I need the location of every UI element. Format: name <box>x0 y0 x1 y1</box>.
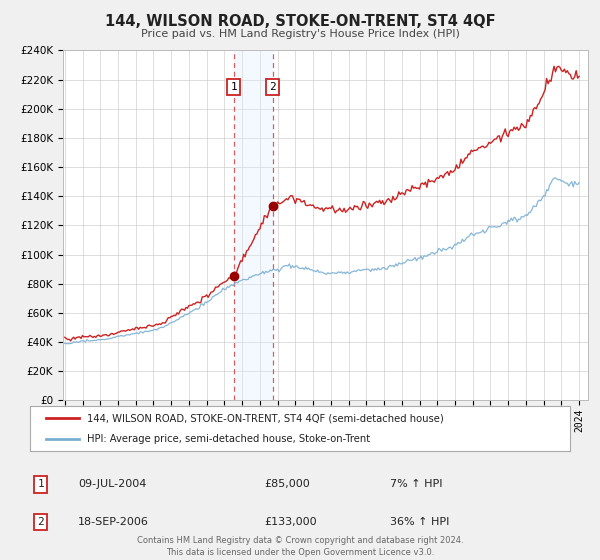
Bar <box>233 50 272 400</box>
Text: £85,000: £85,000 <box>264 479 310 489</box>
Text: 144, WILSON ROAD, STOKE-ON-TRENT, ST4 4QF: 144, WILSON ROAD, STOKE-ON-TRENT, ST4 4Q… <box>104 14 496 29</box>
Text: Price paid vs. HM Land Registry's House Price Index (HPI): Price paid vs. HM Land Registry's House … <box>140 29 460 39</box>
Text: 18-SEP-2006: 18-SEP-2006 <box>78 517 149 527</box>
Text: 144, WILSON ROAD, STOKE-ON-TRENT, ST4 4QF (semi-detached house): 144, WILSON ROAD, STOKE-ON-TRENT, ST4 4Q… <box>86 413 443 423</box>
Text: £133,000: £133,000 <box>264 517 317 527</box>
Text: Contains HM Land Registry data © Crown copyright and database right 2024.
This d: Contains HM Land Registry data © Crown c… <box>137 536 463 557</box>
Text: 7% ↑ HPI: 7% ↑ HPI <box>390 479 443 489</box>
Text: 2: 2 <box>37 517 44 527</box>
Text: 09-JUL-2004: 09-JUL-2004 <box>78 479 146 489</box>
Text: 1: 1 <box>230 82 237 92</box>
Text: 1: 1 <box>37 479 44 489</box>
Text: 36% ↑ HPI: 36% ↑ HPI <box>390 517 449 527</box>
Text: HPI: Average price, semi-detached house, Stoke-on-Trent: HPI: Average price, semi-detached house,… <box>86 433 370 444</box>
Text: 2: 2 <box>269 82 276 92</box>
